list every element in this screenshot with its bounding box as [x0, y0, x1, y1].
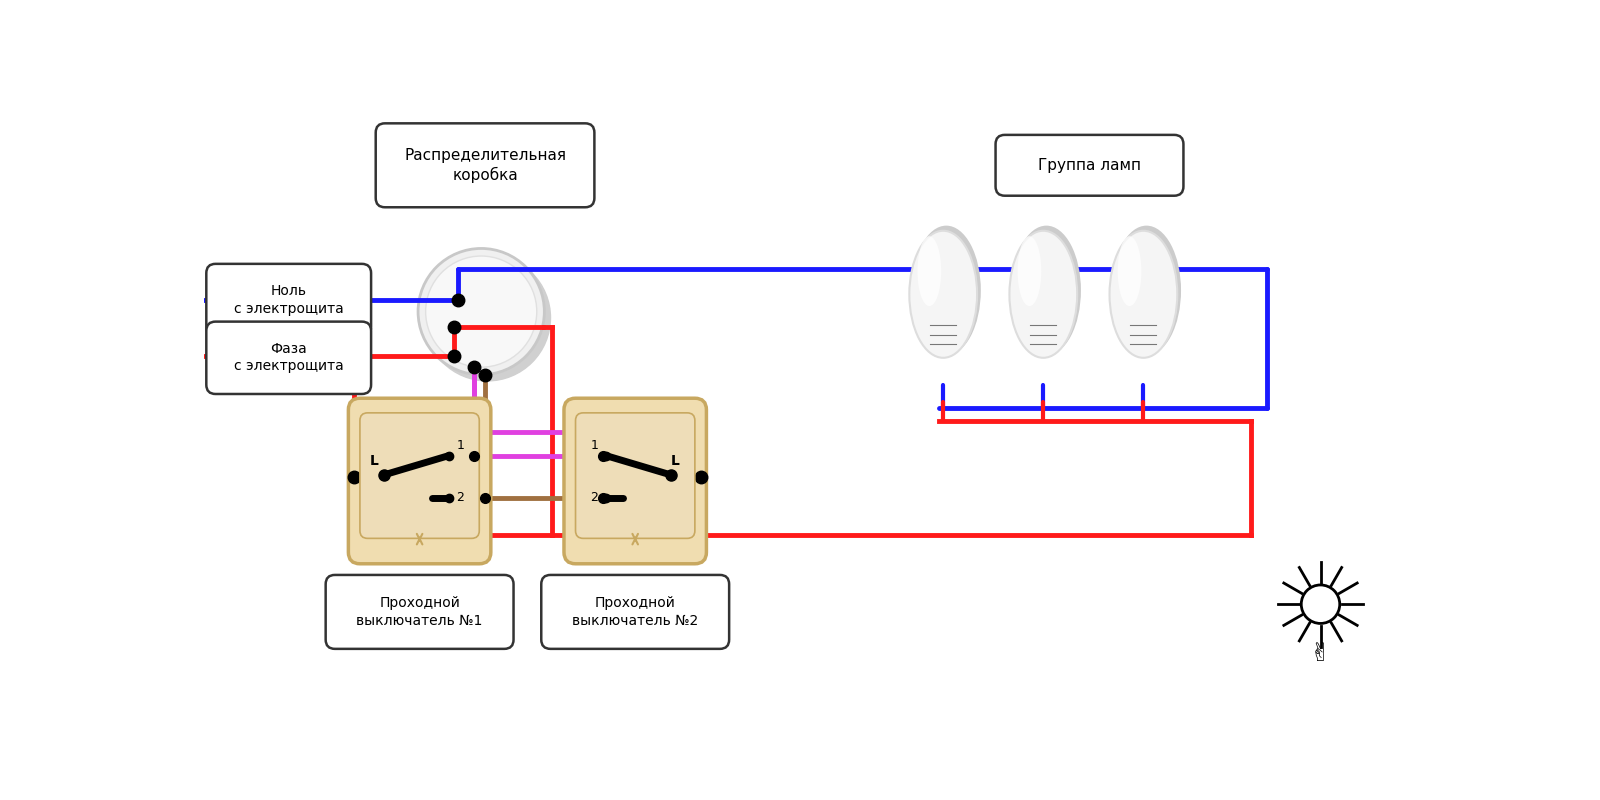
- Ellipse shape: [1118, 236, 1141, 306]
- FancyBboxPatch shape: [563, 398, 707, 564]
- Text: Группа ламп: Группа ламп: [1038, 158, 1141, 173]
- Text: 2: 2: [590, 491, 598, 504]
- FancyBboxPatch shape: [360, 413, 480, 538]
- Ellipse shape: [1112, 226, 1181, 355]
- FancyBboxPatch shape: [1030, 311, 1056, 344]
- FancyBboxPatch shape: [995, 135, 1184, 196]
- Text: 1: 1: [456, 439, 464, 453]
- Ellipse shape: [912, 226, 981, 355]
- Text: Ноль
с электрощита: Ноль с электрощита: [234, 284, 344, 316]
- Text: Проходной
выключатель №2: Проходной выключатель №2: [573, 596, 698, 627]
- Circle shape: [424, 254, 550, 381]
- Ellipse shape: [1010, 230, 1077, 358]
- Ellipse shape: [909, 230, 978, 358]
- Circle shape: [418, 249, 544, 374]
- FancyBboxPatch shape: [930, 311, 957, 344]
- Ellipse shape: [917, 236, 941, 306]
- FancyBboxPatch shape: [576, 413, 694, 538]
- Text: Проходной
выключатель №1: Проходной выключатель №1: [357, 596, 483, 627]
- Circle shape: [1301, 585, 1339, 623]
- Circle shape: [426, 256, 536, 367]
- Text: 1: 1: [590, 439, 598, 453]
- Text: Фаза
с электрощита: Фаза с электрощита: [234, 342, 344, 374]
- FancyBboxPatch shape: [326, 575, 514, 649]
- Text: Распределительная
коробка: Распределительная коробка: [405, 148, 566, 183]
- Text: L: L: [670, 454, 680, 468]
- Text: 2: 2: [456, 491, 464, 504]
- FancyBboxPatch shape: [1130, 311, 1157, 344]
- FancyBboxPatch shape: [541, 575, 730, 649]
- FancyBboxPatch shape: [376, 123, 594, 207]
- Text: L: L: [370, 454, 379, 468]
- Ellipse shape: [1018, 236, 1042, 306]
- Ellipse shape: [1011, 226, 1082, 355]
- FancyBboxPatch shape: [349, 398, 491, 564]
- FancyBboxPatch shape: [206, 322, 371, 394]
- FancyBboxPatch shape: [206, 264, 371, 336]
- Text: ✌: ✌: [1310, 642, 1331, 666]
- Ellipse shape: [1109, 230, 1178, 358]
